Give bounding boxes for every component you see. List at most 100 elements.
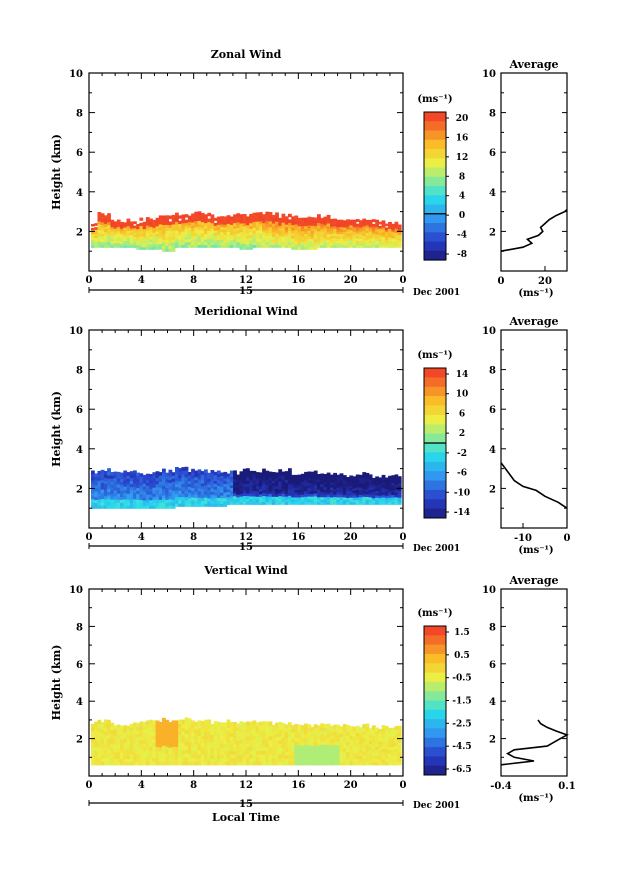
- heatmap-cell: [239, 490, 244, 494]
- heatmap-cell: [291, 741, 295, 746]
- heatmap-cell: [333, 734, 337, 739]
- heatmap-cell: [191, 487, 195, 492]
- heatmap-cell: [142, 754, 147, 759]
- heatmap-cell: [194, 494, 199, 498]
- heatmap-cell: [352, 752, 357, 756]
- heatmap-cell: [288, 501, 292, 505]
- heatmap-cell: [187, 241, 192, 245]
- heatmap-cell: [246, 492, 250, 496]
- heatmap-cell: [307, 487, 312, 492]
- heatmap-cell: [391, 239, 396, 242]
- heatmap-cell: [320, 723, 325, 728]
- heatmap-cell: [397, 226, 402, 229]
- heatmap-cell: [310, 742, 315, 747]
- heatmap-cell: [336, 758, 341, 762]
- colorbar-unit: (ms⁻¹): [417, 350, 452, 361]
- heatmap-cell: [226, 734, 231, 739]
- heatmap-cell: [275, 496, 279, 500]
- heatmap-cell: [116, 761, 121, 766]
- heatmap-cell: [152, 746, 157, 751]
- heatmap-cell: [252, 218, 257, 222]
- heatmap-cell: [294, 243, 299, 247]
- heatmap-cell: [265, 498, 270, 503]
- heatmap-cell: [223, 216, 228, 220]
- heatmap-cell: [375, 481, 379, 484]
- heatmap-cell: [194, 725, 199, 730]
- heatmap-cell: [123, 229, 128, 233]
- heatmap-cell: [213, 739, 218, 744]
- heatmap-cell: [342, 487, 347, 491]
- heatmap-cell: [371, 738, 376, 743]
- heatmap-cell: [103, 474, 108, 478]
- heatmap-cell: [271, 482, 276, 487]
- heatmap-cell: [362, 498, 367, 503]
- heatmap-cell: [162, 233, 166, 237]
- heatmap-cell: [284, 224, 289, 228]
- heatmap-cell: [313, 734, 318, 739]
- heatmap-cell: [381, 499, 386, 503]
- heatmap-cell: [300, 476, 305, 480]
- x-tick-label: 4: [138, 275, 145, 286]
- heatmap-cell: [175, 229, 179, 234]
- heatmap-cell: [178, 215, 182, 219]
- heatmap-cell: [207, 244, 212, 248]
- heatmap-cell: [213, 500, 218, 504]
- heatmap-cell: [236, 761, 241, 766]
- heatmap-cell: [223, 500, 228, 504]
- heatmap-cell: [97, 477, 102, 481]
- heatmap-cell: [113, 725, 118, 730]
- heatmap-cell: [171, 248, 176, 252]
- heatmap-cell: [313, 241, 318, 245]
- heatmap-cell: [197, 750, 202, 755]
- heatmap-cell: [191, 500, 195, 504]
- heatmap-cell: [149, 221, 153, 225]
- heatmap-cell: [362, 493, 367, 497]
- heatmap-cell: [262, 233, 266, 237]
- heatmap-cell: [239, 246, 244, 250]
- heatmap-cell: [155, 228, 160, 232]
- heatmap-cell: [194, 482, 199, 487]
- heatmap-cell: [210, 744, 215, 749]
- heatmap-cell: [229, 493, 234, 497]
- heatmap-cell: [381, 494, 386, 498]
- heatmap-cell: [368, 481, 373, 485]
- heatmap-cell: [158, 226, 163, 231]
- heatmap-cell: [184, 493, 189, 497]
- heatmap-cell: [136, 747, 140, 752]
- heatmap-cell: [129, 737, 134, 742]
- y-axis-label: Height (km): [50, 391, 63, 467]
- heatmap-cell: [152, 239, 157, 243]
- heatmap-cell: [223, 733, 228, 738]
- heatmap-cell: [246, 498, 250, 502]
- heatmap-cell: [123, 242, 128, 246]
- heatmap-cell: [165, 757, 170, 762]
- heatmap-cell: [229, 219, 234, 223]
- heatmap-cell: [330, 242, 334, 246]
- heatmap-cell: [187, 733, 192, 739]
- heatmap-cell: [145, 720, 150, 725]
- heatmap-cell: [291, 230, 295, 234]
- heatmap-cell: [145, 225, 150, 229]
- heatmap-cell: [323, 234, 328, 238]
- heatmap-cell: [226, 241, 231, 246]
- heatmap-cell: [342, 747, 347, 752]
- heatmap-cell: [91, 492, 95, 497]
- heatmap-cell: [123, 745, 128, 749]
- heatmap-cell: [129, 225, 134, 229]
- heatmap-cell: [378, 477, 383, 481]
- heatmap-cell: [145, 757, 150, 762]
- heatmap-cell: [168, 750, 173, 755]
- heatmap-cell: [320, 499, 325, 503]
- heatmap-cell: [100, 743, 105, 748]
- heatmap-cell: [384, 231, 389, 235]
- heatmap-cell: [178, 499, 182, 504]
- heatmap-cell: [220, 231, 224, 235]
- heatmap-cell: [391, 241, 396, 244]
- heatmap-cell: [175, 489, 179, 494]
- heatmap-cell: [313, 754, 318, 759]
- heatmap-cell: [149, 749, 153, 755]
- heatmap-cell: [233, 743, 237, 748]
- heatmap-cell: [346, 725, 350, 729]
- heatmap-cell: [397, 732, 402, 737]
- heatmap-cell: [145, 491, 150, 495]
